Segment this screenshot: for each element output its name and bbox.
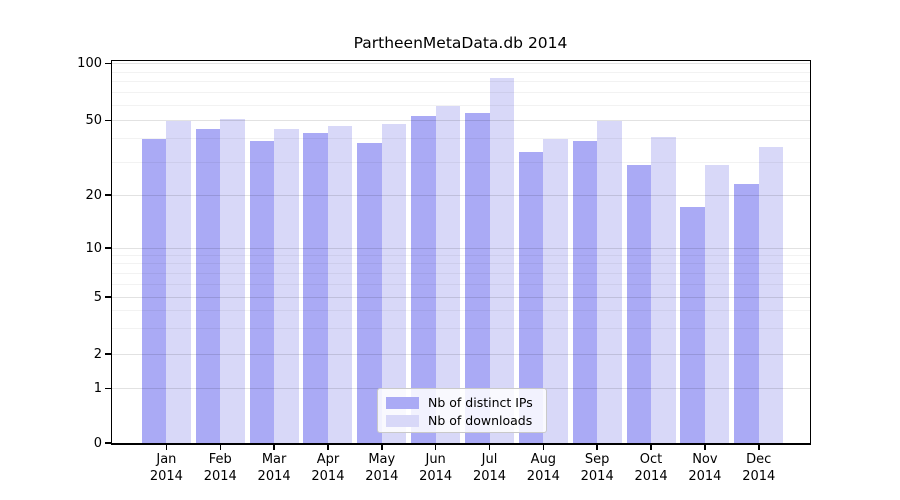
- bar-downloads-aug: [543, 138, 568, 443]
- bar-downloads-jan: [166, 120, 191, 443]
- x-axis-tick-label: Jan 2014: [149, 452, 183, 484]
- bar-distinct-ips-jan: [141, 138, 167, 443]
- bar-downloads-sep: [597, 120, 622, 443]
- x-axis-tick-label: Feb 2014: [203, 452, 237, 484]
- x-axis-tick: [327, 444, 329, 450]
- y-axis-tick-label: 10: [85, 240, 102, 256]
- bar-downloads-dec: [758, 147, 784, 443]
- chart-title: PartheenMetaData.db 2014: [353, 34, 568, 52]
- x-axis-tick-label: Dec 2014: [742, 452, 776, 484]
- y-axis-tick-label: 100: [77, 56, 102, 71]
- bar-downloads-oct: [651, 136, 676, 443]
- x-axis-tick: [704, 444, 706, 450]
- x-axis-tick-label: Sep 2014: [580, 452, 614, 484]
- x-axis-tick: [596, 444, 598, 450]
- minor-gridline: [112, 263, 810, 265]
- minor-gridline: [112, 254, 810, 256]
- minor-gridline: [112, 161, 810, 163]
- minor-gridline: [112, 283, 810, 285]
- major-gridline: [112, 120, 810, 121]
- legend-swatch-downloads: [386, 415, 419, 427]
- left-spine: [110, 59, 112, 445]
- legend-swatch-distinct-ips: [386, 397, 419, 409]
- top-spine: [110, 59, 811, 61]
- bar-downloads-nov: [704, 164, 730, 443]
- y-axis-tick: [104, 442, 111, 444]
- bar-distinct-ips-mar: [249, 140, 275, 443]
- minor-gridline: [112, 328, 810, 330]
- y-axis-tick: [104, 353, 111, 355]
- minor-gridline: [112, 138, 810, 140]
- y-axis-tick: [104, 119, 111, 122]
- x-axis-tick-label: Jul 2014: [472, 452, 507, 484]
- bar-downloads-jul: [489, 77, 514, 443]
- bar-distinct-ips-oct: [626, 164, 652, 443]
- bar-distinct-ips-apr: [303, 132, 328, 443]
- y-axis-tick-label: 1: [93, 381, 102, 396]
- x-axis-tick-label: Aug 2014: [526, 452, 560, 484]
- y-axis-tick-label: 50: [85, 113, 102, 128]
- minor-gridline: [112, 272, 810, 274]
- bar-downloads-feb: [220, 118, 245, 443]
- x-axis-tick: [758, 444, 760, 450]
- y-axis-tick-label: 5: [93, 289, 102, 305]
- y-axis-tick-label: 20: [85, 187, 102, 203]
- x-axis-tick-label: Mar 2014: [257, 452, 291, 484]
- x-axis-tick: [650, 444, 652, 450]
- bar-distinct-ips-jul: [465, 112, 490, 443]
- major-gridline: [112, 194, 810, 196]
- bar-downloads-mar: [274, 129, 299, 443]
- minor-gridline: [112, 105, 810, 106]
- bar-distinct-ips-feb: [195, 129, 221, 443]
- bar-downloads-jun: [435, 105, 461, 443]
- y-axis-tick: [104, 387, 111, 390]
- bottom-spine: [110, 443, 811, 445]
- minor-gridline: [112, 81, 810, 83]
- bar-distinct-ips-nov: [680, 207, 705, 443]
- y-axis-tick: [104, 62, 111, 65]
- major-gridline: [112, 353, 810, 355]
- major-gridline: [112, 63, 810, 64]
- y-axis-tick: [104, 296, 111, 298]
- legend-row-distinct-ips: Nb of distinct IPs: [386, 394, 540, 412]
- legend-label-downloads: Nb of downloads: [428, 413, 533, 428]
- x-axis-tick: [381, 444, 383, 450]
- bar-downloads-apr: [327, 125, 353, 443]
- x-axis-tick: [434, 444, 437, 450]
- x-axis-tick: [542, 444, 545, 450]
- x-axis-tick: [219, 444, 221, 450]
- x-axis-tick-label: Apr 2014: [311, 452, 345, 484]
- x-axis-tick-label: Nov 2014: [688, 452, 722, 484]
- major-gridline: [112, 296, 810, 298]
- y-axis-tick: [104, 247, 111, 249]
- x-axis-tick-label: May 2014: [365, 452, 399, 484]
- x-axis-tick: [165, 444, 168, 450]
- x-axis-tick-label: Jun 2014: [419, 452, 453, 484]
- bar-distinct-ips-dec: [734, 183, 759, 443]
- x-axis-tick-label: Oct 2014: [634, 452, 668, 484]
- minor-gridline: [112, 71, 810, 73]
- legend-label-distinct-ips: Nb of distinct IPs: [428, 395, 533, 410]
- y-axis-tick: [104, 194, 111, 196]
- major-gridline: [112, 247, 810, 249]
- x-axis-tick: [273, 444, 275, 450]
- legend: Nb of distinct IPs Nb of downloads: [377, 388, 547, 433]
- minor-gridline: [112, 310, 810, 312]
- y-axis-tick-label: 0: [93, 435, 102, 451]
- legend-row-downloads: Nb of downloads: [386, 412, 540, 430]
- x-axis-tick: [488, 444, 491, 450]
- right-spine: [809, 59, 811, 445]
- bar-distinct-ips-sep: [572, 140, 598, 443]
- minor-gridline: [112, 92, 810, 94]
- y-axis-tick-label: 2: [93, 346, 102, 362]
